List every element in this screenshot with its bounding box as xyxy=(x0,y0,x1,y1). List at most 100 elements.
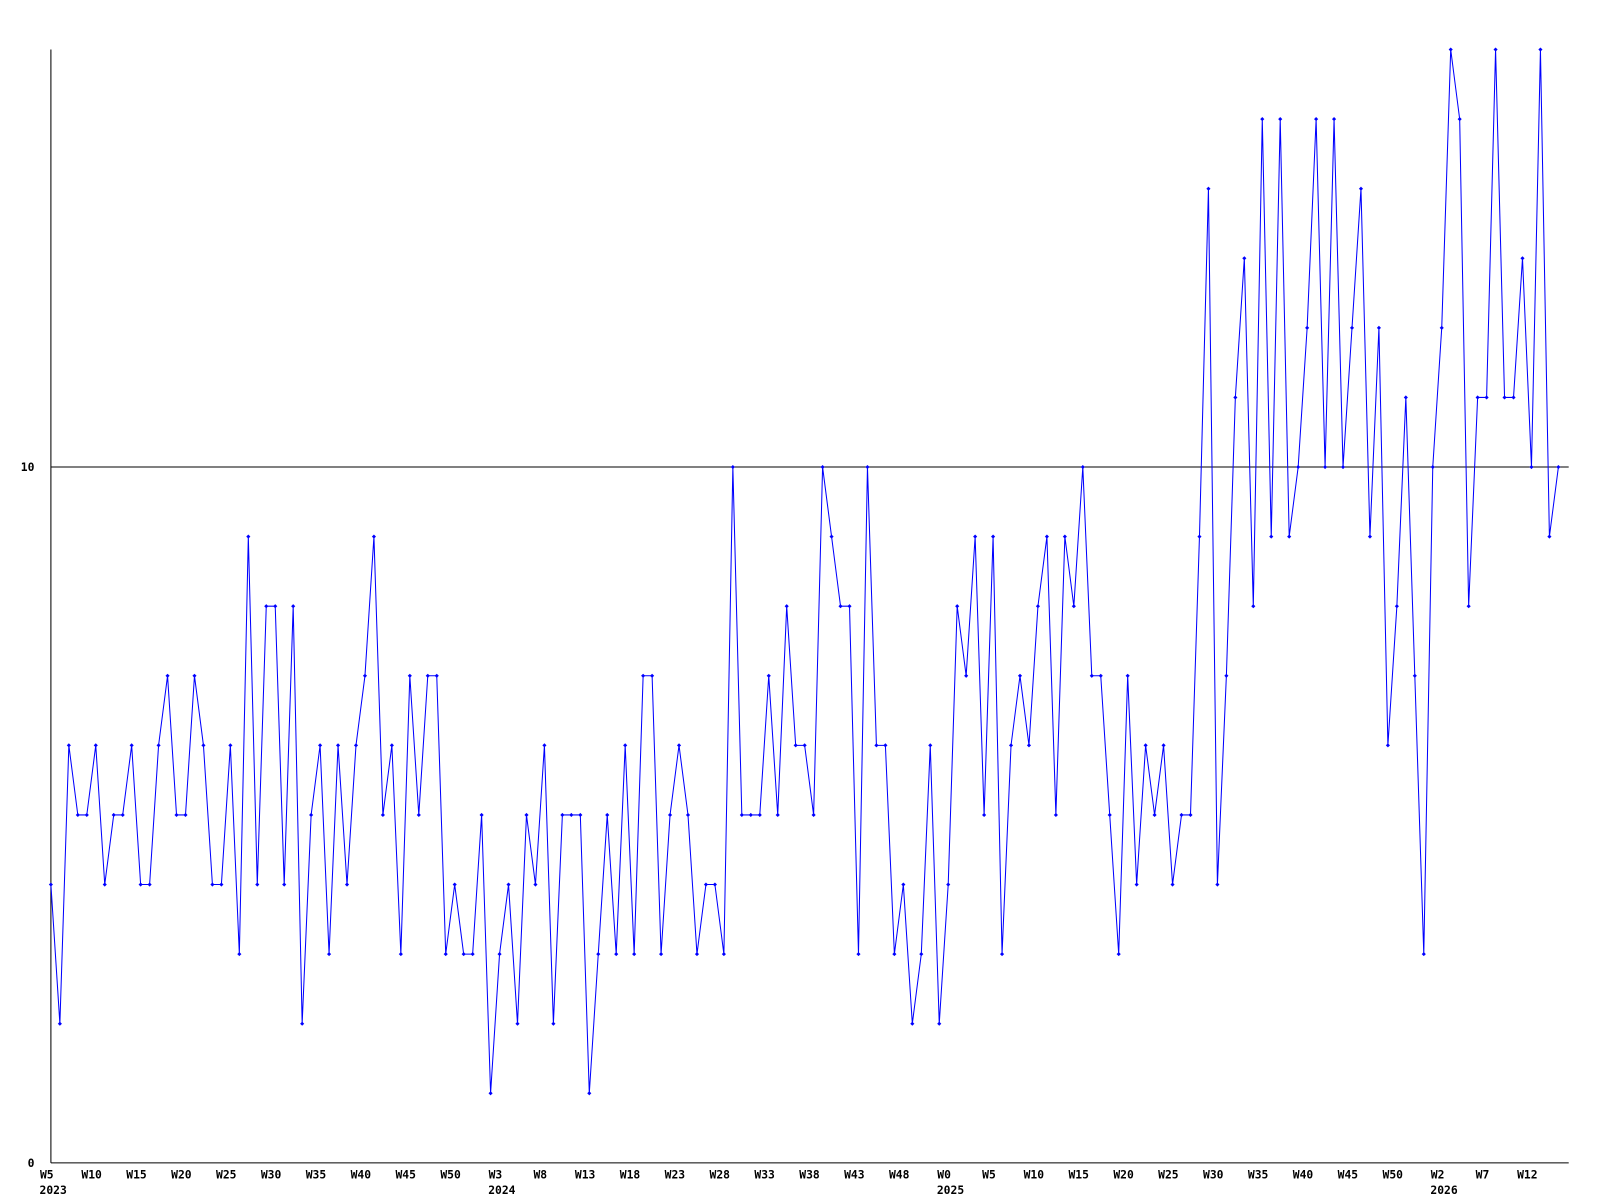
data-point xyxy=(928,743,933,748)
data-point xyxy=(999,952,1005,957)
data-point xyxy=(1556,464,1561,470)
data-point xyxy=(282,882,287,887)
data-point xyxy=(1125,673,1130,678)
data-point xyxy=(380,812,385,818)
data-point xyxy=(389,743,394,748)
data-point xyxy=(1547,534,1552,539)
x-tick-label: W28 xyxy=(710,1167,731,1181)
data-point xyxy=(174,812,179,818)
data-point xyxy=(730,464,735,470)
data-point xyxy=(66,743,71,748)
data-point xyxy=(524,812,529,818)
data-point xyxy=(506,882,511,887)
data-point xyxy=(578,812,583,818)
data-point xyxy=(542,743,547,748)
data-point xyxy=(1287,534,1292,539)
data-point xyxy=(138,882,143,887)
data-point xyxy=(416,812,421,818)
data-point xyxy=(300,1021,305,1026)
x-tick-label: W15 xyxy=(1068,1167,1089,1181)
data-point xyxy=(1143,743,1148,748)
data-point xyxy=(1053,812,1058,818)
x-tick-label: W43 xyxy=(844,1167,865,1181)
data-point xyxy=(264,604,269,609)
data-point xyxy=(210,882,215,887)
data-point xyxy=(1008,743,1014,748)
data-point xyxy=(192,673,197,678)
data-point xyxy=(1152,812,1157,818)
data-point xyxy=(1331,117,1337,122)
data-point xyxy=(560,812,565,818)
data-point xyxy=(874,743,879,748)
data-point xyxy=(129,743,134,748)
data-point xyxy=(353,743,359,748)
x-tick-label: W20 xyxy=(1113,1167,1134,1181)
x-year-label: 2024 xyxy=(488,1183,515,1197)
data-point xyxy=(443,952,448,957)
data-point xyxy=(255,882,260,887)
data-point xyxy=(623,743,628,748)
x-tick-label: W2 xyxy=(1431,1167,1445,1181)
data-point xyxy=(551,1021,556,1026)
data-point xyxy=(676,743,682,748)
data-point xyxy=(1233,395,1238,400)
data-point xyxy=(120,812,125,818)
data-point xyxy=(793,743,798,748)
data-point xyxy=(605,812,610,818)
data-point xyxy=(937,1021,942,1026)
data-point xyxy=(1197,534,1202,539)
data-point xyxy=(694,952,700,957)
x-tick-label: W25 xyxy=(216,1167,237,1181)
data-point xyxy=(1224,673,1229,678)
data-point xyxy=(910,1021,915,1026)
data-point xyxy=(84,812,89,818)
data-point xyxy=(587,1091,592,1096)
data-point xyxy=(1206,186,1211,191)
x-tick-label: W10 xyxy=(81,1167,102,1181)
data-point xyxy=(111,812,116,818)
x-tick-label: W10 xyxy=(1024,1167,1045,1181)
data-point xyxy=(1314,117,1319,122)
data-point xyxy=(1161,743,1166,748)
data-point xyxy=(183,812,188,818)
data-point xyxy=(838,604,843,609)
x-tick-label: W25 xyxy=(1158,1167,1179,1181)
data-point xyxy=(1529,464,1534,470)
data-point xyxy=(93,743,98,748)
data-point xyxy=(1116,952,1121,957)
data-point xyxy=(219,882,224,887)
data-point xyxy=(712,882,717,887)
x-tick-label: W18 xyxy=(620,1167,641,1181)
data-point xyxy=(802,743,807,748)
data-point xyxy=(461,952,466,957)
data-line xyxy=(50,49,1559,1094)
data-point xyxy=(1502,395,1507,400)
data-point xyxy=(946,882,951,887)
data-point xyxy=(479,812,484,818)
data-point xyxy=(991,534,996,539)
x-year-label: 2026 xyxy=(1430,1183,1457,1197)
x-tick-label: W48 xyxy=(889,1167,910,1181)
data-point xyxy=(811,812,816,818)
x-tick-label: W8 xyxy=(533,1167,547,1181)
data-point xyxy=(57,1021,62,1026)
data-point xyxy=(273,604,278,609)
data-point xyxy=(1520,256,1525,261)
x-tick-label: W38 xyxy=(799,1167,820,1181)
data-point xyxy=(650,673,655,678)
data-point xyxy=(291,604,296,609)
data-point xyxy=(371,534,376,539)
data-point xyxy=(919,952,924,957)
data-point xyxy=(685,812,691,818)
data-point xyxy=(1466,604,1471,609)
data-point xyxy=(327,952,332,957)
data-point xyxy=(856,952,861,957)
y-tick-label: 0 xyxy=(28,1156,35,1170)
data-point xyxy=(1278,117,1283,122)
data-point xyxy=(883,743,888,748)
data-point xyxy=(470,952,475,957)
data-point xyxy=(165,673,170,678)
x-tick-label: W5 xyxy=(40,1167,54,1181)
data-point xyxy=(703,882,709,887)
